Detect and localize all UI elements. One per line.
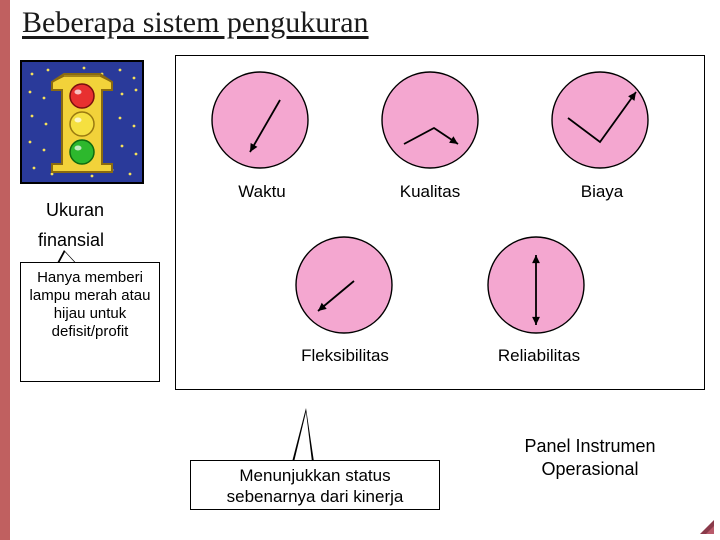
gauge-biaya xyxy=(550,70,650,170)
gauge-label-reliabilitas: Reliabilitas xyxy=(484,346,594,366)
gauge-label-waktu: Waktu xyxy=(232,182,292,202)
callout2-tail-inner xyxy=(294,412,312,462)
panel-instrument-label: Panel Instrumen Operasional xyxy=(500,435,680,482)
gauge-waktu xyxy=(210,70,310,170)
label-finansial: finansial xyxy=(38,230,104,251)
callout-operational: Menunjukkan status sebenarnya dari kiner… xyxy=(190,460,440,510)
gauge-label-biaya: Biaya xyxy=(572,182,632,202)
gauge-label-fleksibilitas: Fleksibilitas xyxy=(290,346,400,366)
callout-financial: Hanya memberi lampu merah atau hijau unt… xyxy=(20,262,160,382)
gauge-reliabilitas xyxy=(486,235,586,335)
gauge-label-kualitas: Kualitas xyxy=(390,182,470,202)
traffic-light-image xyxy=(20,60,144,184)
gauge-kualitas xyxy=(380,70,480,170)
page-title: Beberapa sistem pengukuran xyxy=(22,6,369,40)
gauge-fleksibilitas xyxy=(294,235,394,335)
left-accent-bar xyxy=(0,0,10,540)
label-ukuran: Ukuran xyxy=(46,200,104,221)
corner-mark-icon xyxy=(700,520,714,534)
